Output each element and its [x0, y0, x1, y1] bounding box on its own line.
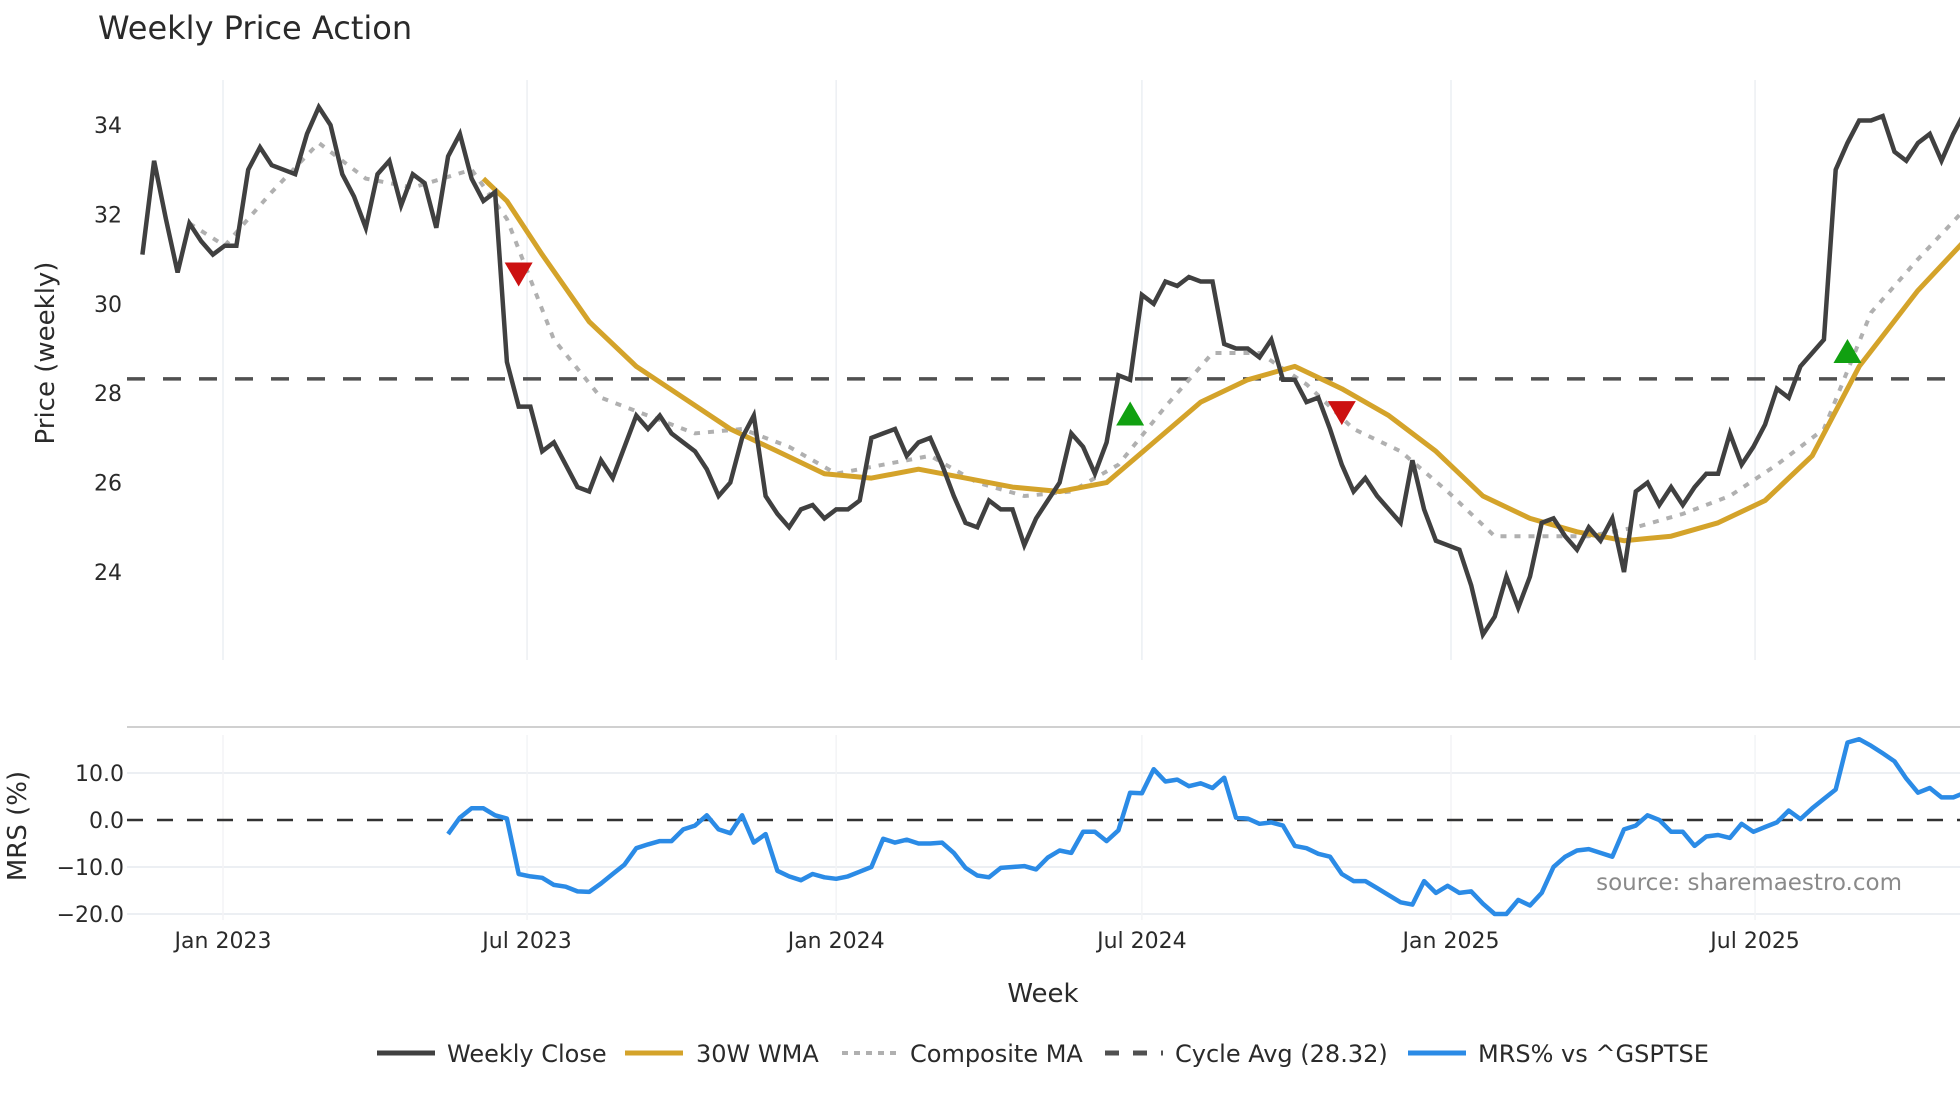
legend-item[interactable]: Composite MA [842, 1040, 1083, 1068]
x-tick-label: Jan 2024 [786, 929, 885, 954]
signal-markers [504, 262, 1862, 426]
price-y-tick-label: 30 [94, 293, 122, 318]
x-tick-label: Jan 2025 [1401, 929, 1500, 954]
price-y-tick-label: 28 [94, 382, 122, 407]
price-y-ticks: 24 26 28 30 32 34 [94, 114, 122, 586]
x-tick-label: Jul 2025 [1708, 929, 1800, 954]
mrs-y-axis-label: MRS (%) [3, 771, 33, 881]
x-axis-ticks: Jan 2023 Jul 2023 Jan 2024 Jul 2024 Jan 2025… [173, 929, 1800, 954]
price-vertical-gridlines [222, 80, 1756, 660]
sell-signal-triangle-down-icon [1327, 401, 1356, 426]
price-y-tick-label: 34 [94, 114, 122, 139]
mrs-y-tick-label: −10.0 [57, 856, 124, 881]
legend-label: Cycle Avg (28.32) [1175, 1040, 1388, 1068]
legend-label: Composite MA [910, 1040, 1083, 1068]
x-tick-label: Jul 2023 [480, 929, 572, 954]
price-y-tick-label: 32 [94, 203, 122, 228]
mrs-vertical-gridlines [222, 735, 1756, 920]
legend-item[interactable]: 30W WMA [625, 1040, 819, 1068]
mrs-y-tick-label: 0.0 [89, 809, 124, 834]
mrs-y-tick-label: −20.0 [57, 903, 124, 928]
legend-item[interactable]: Weekly Close [377, 1040, 607, 1068]
legend-item[interactable]: Cycle Avg (28.32) [1105, 1040, 1388, 1068]
x-tick-label: Jul 2024 [1095, 929, 1187, 954]
mrs-horizontal-gridlines [127, 772, 1960, 915]
buy-signal-triangle-up-icon [1116, 401, 1145, 426]
chart-title: Weekly Price Action [98, 9, 412, 47]
legend-label: Weekly Close [447, 1040, 607, 1068]
x-tick-label: Jan 2023 [173, 929, 272, 954]
legend-label: MRS% vs ^GSPTSE [1478, 1040, 1709, 1068]
weekly-close-line [140, 102, 1960, 641]
x-axis-label: Week [1007, 979, 1078, 1009]
sell-signal-triangle-down-icon [504, 262, 533, 287]
price-y-axis-label: Price (weekly) [31, 262, 61, 445]
mrs-line [446, 736, 1960, 917]
mrs-y-tick-label: 10.0 [75, 762, 124, 787]
legend-label: 30W WMA [696, 1040, 819, 1068]
source-attribution: source: sharemaestro.com [1596, 870, 1902, 896]
composite-ma-line [188, 140, 1960, 539]
wma-30w-line [481, 176, 1960, 544]
buy-signal-triangle-up-icon [1833, 338, 1862, 363]
chart-legend: Weekly Close 30W WMA Composite MA Cycle Avg… [377, 1040, 1709, 1068]
legend-item[interactable]: MRS% vs ^GSPTSE [1408, 1040, 1709, 1068]
price-y-tick-label: 26 [94, 472, 122, 497]
mrs-y-ticks: −20.0 −10.0 0.0 10.0 [57, 762, 124, 928]
price-y-tick-label: 24 [94, 561, 122, 586]
